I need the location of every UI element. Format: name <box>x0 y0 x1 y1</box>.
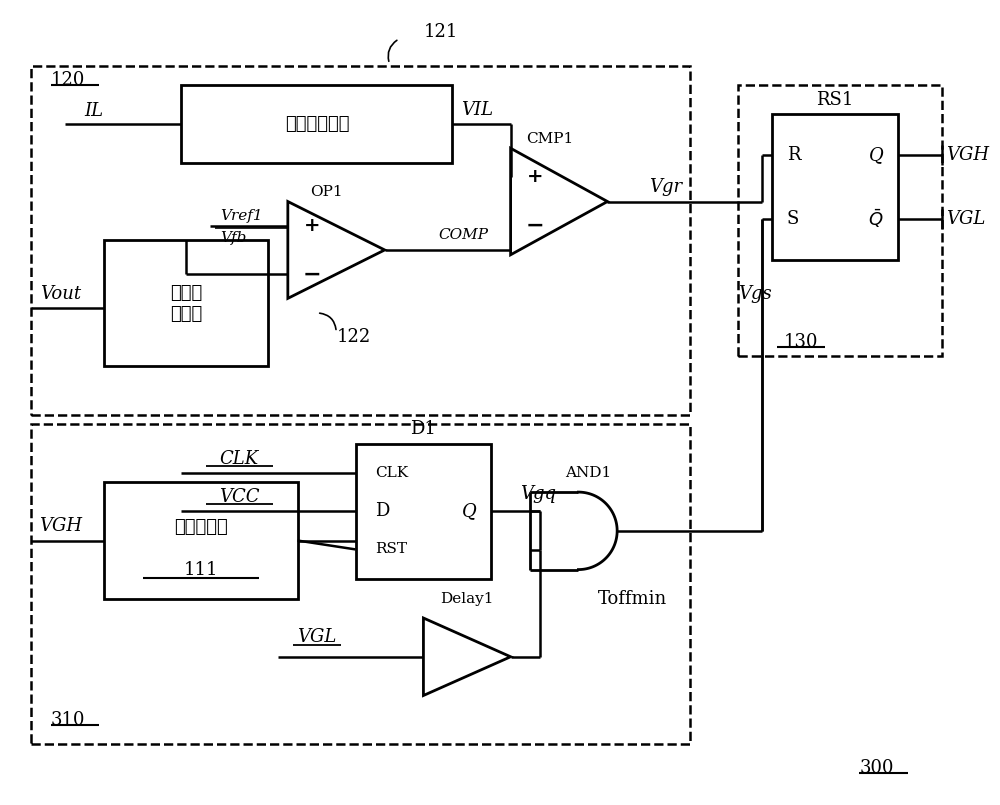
Bar <box>31 424 690 744</box>
Text: 111: 111 <box>183 560 218 579</box>
Text: RST: RST <box>375 543 407 556</box>
Text: VGH: VGH <box>946 146 990 164</box>
Bar <box>31 66 690 415</box>
Polygon shape <box>511 148 607 255</box>
Text: D: D <box>375 502 389 521</box>
Text: CLK: CLK <box>220 450 259 468</box>
Polygon shape <box>423 618 511 696</box>
Bar <box>181 85 452 163</box>
Polygon shape <box>288 201 385 299</box>
Text: VGL: VGL <box>946 210 986 228</box>
Text: Delay1: Delay1 <box>440 592 494 605</box>
Text: CMP1: CMP1 <box>526 131 573 146</box>
Text: 120: 120 <box>51 72 85 89</box>
Text: 130: 130 <box>784 333 818 351</box>
Text: OP1: OP1 <box>310 185 343 199</box>
Text: −: − <box>303 263 321 285</box>
Text: 121: 121 <box>423 23 458 41</box>
Text: R: R <box>787 146 800 164</box>
Text: RS1: RS1 <box>816 91 854 109</box>
Text: −: − <box>526 215 544 237</box>
Bar <box>104 482 298 599</box>
Text: CLK: CLK <box>375 466 408 481</box>
Text: +: + <box>304 217 320 235</box>
Text: 300: 300 <box>859 759 894 777</box>
Text: S: S <box>787 210 799 228</box>
Text: $\bar{Q}$: $\bar{Q}$ <box>868 208 884 230</box>
Text: 单稳态单元: 单稳态单元 <box>174 518 228 535</box>
Text: Vgq: Vgq <box>520 485 556 503</box>
Text: 电流采样单元: 电流采样单元 <box>285 115 349 133</box>
Text: VGH: VGH <box>39 517 82 535</box>
Bar <box>738 85 942 357</box>
Text: VCC: VCC <box>219 488 260 506</box>
Text: Vref1: Vref1 <box>220 209 263 223</box>
Text: IL: IL <box>85 102 104 121</box>
Text: AND1: AND1 <box>565 466 611 480</box>
Text: VGL: VGL <box>297 629 337 646</box>
Text: Vgr: Vgr <box>649 178 682 196</box>
Text: 电压采
样单元: 电压采 样单元 <box>170 284 202 323</box>
Text: D1: D1 <box>410 420 436 438</box>
Text: Toffmin: Toffmin <box>598 589 667 608</box>
Text: COMP: COMP <box>438 229 488 242</box>
Text: Q: Q <box>462 502 477 521</box>
Text: Vfb: Vfb <box>220 231 246 246</box>
Text: Q: Q <box>869 146 884 164</box>
Text: +: + <box>527 168 543 186</box>
Text: VIL: VIL <box>461 101 493 118</box>
Bar <box>772 114 898 260</box>
Bar <box>356 444 491 580</box>
Bar <box>104 240 268 366</box>
Text: Vgs: Vgs <box>738 284 772 303</box>
Text: 310: 310 <box>51 711 85 729</box>
Text: Vout: Vout <box>40 284 81 303</box>
Text: 122: 122 <box>336 328 371 346</box>
